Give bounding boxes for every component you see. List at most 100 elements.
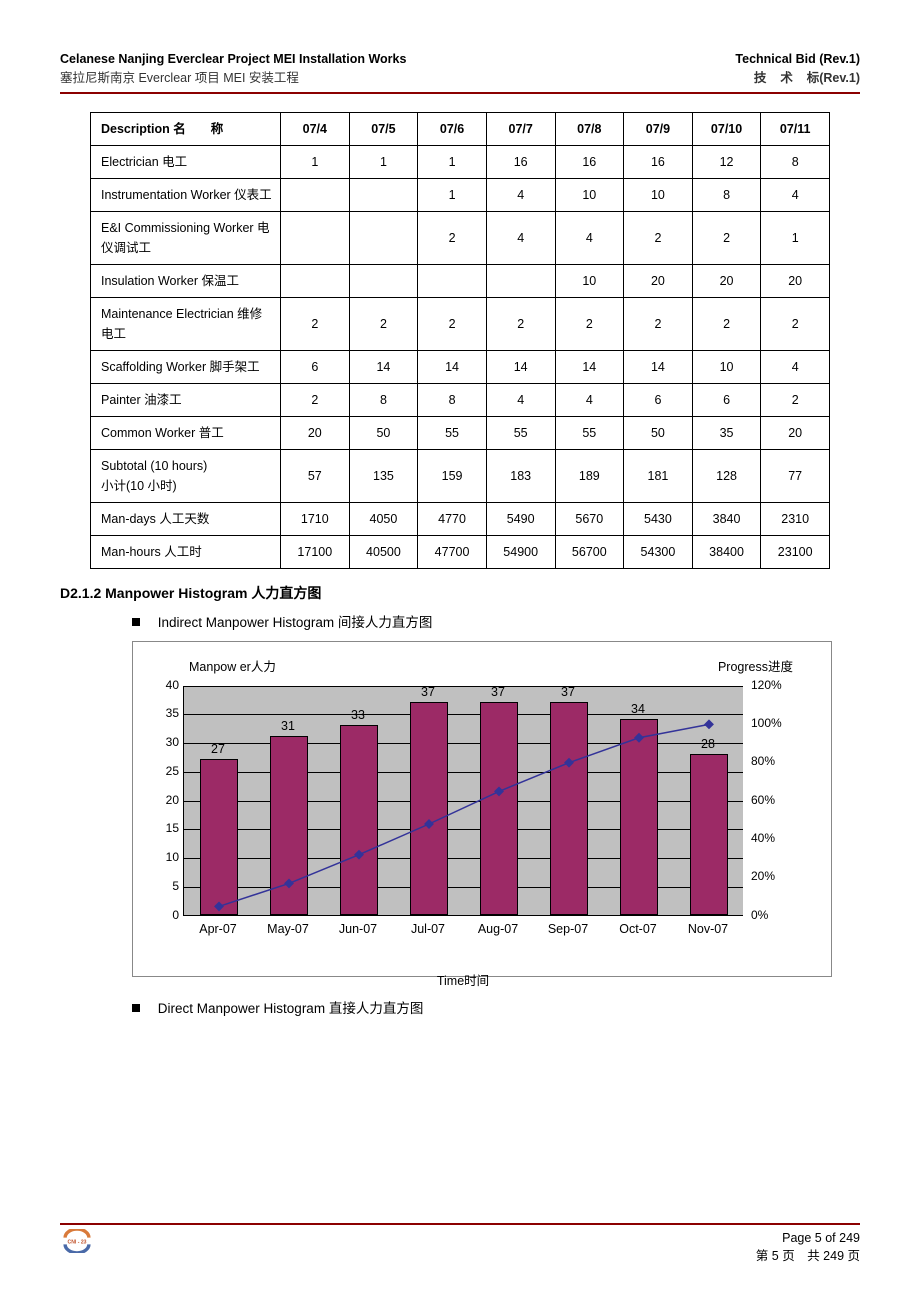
table-row: Electrician 电工111161616128 [91, 145, 830, 178]
table-cell: 1 [761, 211, 830, 264]
table-cell: 55 [486, 416, 555, 449]
indirect-histogram-chart: Manpow er人力Progress进度05101520253035400%2… [132, 641, 832, 977]
bar-value-label: 37 [561, 685, 575, 699]
table-cell: 14 [555, 350, 624, 383]
table-cell: 1 [281, 145, 350, 178]
table-cell: 2 [486, 297, 555, 350]
table-cell: 4 [486, 211, 555, 264]
table-cell: 1 [349, 145, 418, 178]
table-cell: 189 [555, 449, 624, 502]
table-cell: 57 [281, 449, 350, 502]
bullet-indirect: Indirect Manpower Histogram 间接人力直方图 [132, 611, 860, 631]
header-title-zh: 塞拉尼斯南京 Everclear 项目 MEI 安装工程 [60, 69, 406, 88]
table-cell: 2 [281, 383, 350, 416]
x-tick: Aug-07 [463, 922, 533, 936]
table-col-header: 07/9 [624, 112, 693, 145]
x-tick: Apr-07 [183, 922, 253, 936]
table-cell: 20 [281, 416, 350, 449]
table-cell: 12 [692, 145, 761, 178]
table-cell: 47700 [418, 535, 487, 568]
table-cell: 55 [555, 416, 624, 449]
table-cell [281, 264, 350, 297]
table-cell [486, 264, 555, 297]
x-tick: Oct-07 [603, 922, 673, 936]
bar [690, 754, 729, 915]
table-cell: 181 [624, 449, 693, 502]
table-cell: 10 [692, 350, 761, 383]
table-cell: 14 [486, 350, 555, 383]
table-cell-desc: Instrumentation Worker 仪表工 [91, 178, 281, 211]
bullet-icon [132, 618, 140, 626]
table-col-header: 07/6 [418, 112, 487, 145]
table-cell-desc: Common Worker 普工 [91, 416, 281, 449]
table-cell: 54900 [486, 535, 555, 568]
table-cell: 2 [418, 211, 487, 264]
table-row: Common Worker 普工2050555555503520 [91, 416, 830, 449]
manpower-table: Description 名 称07/407/507/607/707/807/90… [90, 112, 830, 569]
table-cell: 16 [555, 145, 624, 178]
table-cell: 2 [349, 297, 418, 350]
table-cell: 17100 [281, 535, 350, 568]
footer-page-info: Page 5 of 249 第 5 页 共 249 页 [756, 1229, 860, 1267]
table-cell: 2310 [761, 502, 830, 535]
y-right-tick: 80% [751, 754, 795, 768]
y-left-tick: 25 [151, 764, 179, 778]
table-cell: 128 [692, 449, 761, 502]
table-col-header: 07/8 [555, 112, 624, 145]
table-row: Subtotal (10 hours)小计(10 小时)571351591831… [91, 449, 830, 502]
x-tick: Sep-07 [533, 922, 603, 936]
table-cell-desc: Subtotal (10 hours)小计(10 小时) [91, 449, 281, 502]
table-row: E&I Commissioning Worker 电仪调试工244221 [91, 211, 830, 264]
table-cell: 77 [761, 449, 830, 502]
table-cell: 23100 [761, 535, 830, 568]
bar-value-label: 37 [421, 685, 435, 699]
table-cell: 5430 [624, 502, 693, 535]
table-cell: 4 [761, 178, 830, 211]
header-title-en: Celanese Nanjing Everclear Project MEI I… [60, 50, 406, 69]
gridline [184, 887, 743, 888]
table-cell: 14 [349, 350, 418, 383]
table-cell: 55 [418, 416, 487, 449]
y-left-title: Manpow er人力 [189, 656, 276, 675]
bar [270, 736, 309, 914]
bar [480, 702, 519, 915]
table-cell: 50 [349, 416, 418, 449]
table-cell [349, 211, 418, 264]
table-cell: 5670 [555, 502, 624, 535]
table-cell: 2 [624, 297, 693, 350]
table-cell: 38400 [692, 535, 761, 568]
table-cell: 16 [624, 145, 693, 178]
table-cell: 10 [555, 264, 624, 297]
table-row: Instrumentation Worker 仪表工14101084 [91, 178, 830, 211]
bar-value-label: 31 [281, 719, 295, 733]
table-cell: 2 [692, 211, 761, 264]
y-left-tick: 15 [151, 821, 179, 835]
table-cell: 6 [281, 350, 350, 383]
table-cell: 8 [418, 383, 487, 416]
y-right-tick: 60% [751, 793, 795, 807]
table-row: Maintenance Electrician 维修电工22222222 [91, 297, 830, 350]
bullet-indirect-label: Indirect Manpower Histogram 间接人力直方图 [158, 615, 433, 630]
y-right-tick: 120% [751, 678, 795, 692]
y-right-tick: 40% [751, 831, 795, 845]
y-left-tick: 20 [151, 793, 179, 807]
x-axis-title: Time时间 [183, 970, 743, 989]
table-col-header: 07/10 [692, 112, 761, 145]
x-tick: Jul-07 [393, 922, 463, 936]
table-cell [349, 264, 418, 297]
bullet-direct: Direct Manpower Histogram 直接人力直方图 [132, 997, 860, 1017]
y-right-tick: 20% [751, 869, 795, 883]
table-cell-desc: Electrician 电工 [91, 145, 281, 178]
x-tick: Jun-07 [323, 922, 393, 936]
table-cell: 16 [486, 145, 555, 178]
table-cell: 10 [555, 178, 624, 211]
bar [200, 759, 239, 914]
bar [340, 725, 379, 915]
table-cell: 4770 [418, 502, 487, 535]
header-rev-zh: 技 术 标(Rev.1) [735, 69, 860, 88]
table-col-header: 07/5 [349, 112, 418, 145]
table-cell-desc: Man-hours 人工时 [91, 535, 281, 568]
table-row: Man-days 人工天数171040504770549056705430384… [91, 502, 830, 535]
y-right-tick: 100% [751, 716, 795, 730]
y-left-tick: 40 [151, 678, 179, 692]
